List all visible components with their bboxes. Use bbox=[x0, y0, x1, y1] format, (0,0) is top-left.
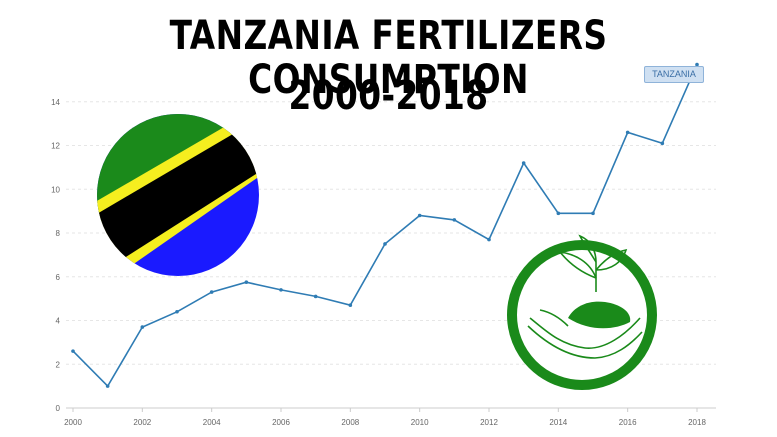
x-tick-label: 2004 bbox=[203, 418, 221, 427]
x-tick-label: 2014 bbox=[549, 418, 567, 427]
x-tick-label: 2006 bbox=[272, 418, 290, 427]
data-point bbox=[140, 325, 145, 329]
y-tick-label: 10 bbox=[51, 185, 60, 194]
y-tick-label: 0 bbox=[56, 404, 61, 413]
data-point bbox=[625, 130, 630, 135]
data-point bbox=[521, 161, 526, 165]
x-tick-label: 2018 bbox=[688, 418, 706, 427]
data-point bbox=[417, 213, 422, 218]
data-point bbox=[487, 237, 491, 242]
data-points bbox=[71, 62, 699, 388]
y-tick-label: 4 bbox=[56, 317, 61, 326]
y-axis-ticks: 0 2 4 6 8 10 12 14 bbox=[51, 98, 60, 413]
plant-in-hand-icon bbox=[507, 234, 657, 390]
data-point bbox=[556, 211, 561, 216]
x-tick-label: 2010 bbox=[411, 418, 429, 427]
data-point bbox=[209, 290, 214, 294]
x-tick-label: 2012 bbox=[480, 418, 498, 427]
data-point bbox=[695, 62, 699, 67]
title-line-1: TANZANIA FERTILIZERS CONSUMPTION bbox=[169, 13, 608, 103]
data-point bbox=[71, 349, 75, 353]
y-tick-label: 12 bbox=[51, 142, 60, 151]
data-point bbox=[313, 294, 318, 299]
data-point bbox=[591, 211, 595, 216]
x-tick-label: 2016 bbox=[619, 418, 637, 427]
data-point bbox=[452, 218, 457, 222]
x-axis-ticks: 2000 2002 2004 2006 2008 2010 2012 2014 2016 2018 bbox=[64, 408, 706, 427]
x-tick-label: 2008 bbox=[341, 418, 359, 427]
data-point bbox=[175, 309, 179, 314]
data-point bbox=[383, 242, 387, 246]
x-tick-label: 2000 bbox=[64, 418, 82, 427]
y-tick-label: 8 bbox=[56, 229, 61, 238]
data-point bbox=[279, 288, 283, 292]
x-tick-label: 2002 bbox=[133, 418, 151, 427]
y-tick-label: 6 bbox=[56, 273, 61, 282]
legend-label-tanzania: TANZANIA bbox=[644, 66, 704, 83]
tanzania-flag-icon bbox=[97, 114, 259, 276]
y-tick-label: 2 bbox=[56, 360, 61, 369]
data-point bbox=[348, 303, 353, 307]
data-point bbox=[105, 384, 110, 388]
title-line-2: 2000-2018 bbox=[288, 73, 489, 119]
data-point bbox=[244, 280, 249, 285]
data-point bbox=[660, 141, 665, 146]
y-tick-label: 14 bbox=[51, 98, 60, 107]
